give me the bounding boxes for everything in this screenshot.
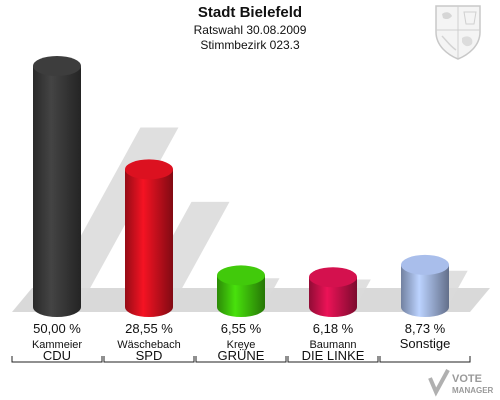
logo-line1: VOTE bbox=[452, 373, 482, 385]
value-label-cdu: 50,00 % bbox=[33, 321, 81, 336]
value-label-die-linke: 6,18 % bbox=[313, 321, 354, 336]
bar-top-sonstige bbox=[401, 254, 449, 275]
bar-body-die-linke bbox=[309, 277, 357, 317]
value-label-spd: 28,55 % bbox=[125, 321, 173, 336]
chart-title: Stadt Bielefeld bbox=[197, 4, 303, 21]
party-label-cdu: CDU bbox=[43, 348, 71, 363]
party-label-sonstige: Sonstige bbox=[400, 336, 451, 351]
bar-top-die-linke bbox=[309, 267, 357, 288]
chart-subtitle: Ratswahl 30.08.2009 bbox=[193, 23, 307, 37]
coat-of-arms-icon bbox=[435, 5, 481, 60]
bar-top-spd bbox=[125, 159, 173, 180]
bar-die-linke bbox=[309, 267, 357, 317]
label-bracket-spd bbox=[103, 356, 195, 363]
bar-top-cdu bbox=[33, 56, 81, 76]
value-label-gr-ne: 6,55 % bbox=[221, 321, 262, 336]
party-label-die-linke: DIE LINKE bbox=[302, 348, 365, 363]
logo-line2: MANAGER bbox=[452, 386, 494, 395]
label-bracket-cdu bbox=[11, 356, 103, 363]
candidate-label-die-linke: Baumann bbox=[309, 339, 356, 351]
check-icon bbox=[428, 369, 450, 397]
district-label: Stimmbezirk 023.3 bbox=[200, 38, 300, 52]
vote-manager-logo: VOTE MANAGER bbox=[428, 369, 494, 397]
bar-body-spd bbox=[125, 169, 173, 317]
bar-top-gr-ne bbox=[217, 265, 265, 286]
label-bracket-die-linke bbox=[287, 356, 379, 363]
candidate-label-spd: Wäschebach bbox=[117, 339, 181, 351]
value-label-sonstige: 8,73 % bbox=[405, 321, 446, 336]
candidate-label-cdu: Kammeier bbox=[32, 339, 82, 351]
label-bracket-gr-ne bbox=[195, 356, 287, 363]
candidate-label-gr-ne: Kreye bbox=[227, 339, 256, 351]
party-label-gr-ne: GRÜNE bbox=[218, 348, 265, 363]
bar-body-gr-ne bbox=[217, 275, 265, 317]
bar-sonstige bbox=[401, 254, 449, 317]
bar-body-cdu bbox=[33, 66, 81, 317]
bar-gr-ne bbox=[217, 265, 265, 317]
label-bracket-sonstige bbox=[379, 356, 471, 363]
bar-cdu bbox=[33, 56, 81, 317]
bar-body-sonstige bbox=[401, 264, 449, 317]
bar-spd bbox=[125, 159, 173, 317]
party-label-spd: SPD bbox=[136, 348, 163, 363]
